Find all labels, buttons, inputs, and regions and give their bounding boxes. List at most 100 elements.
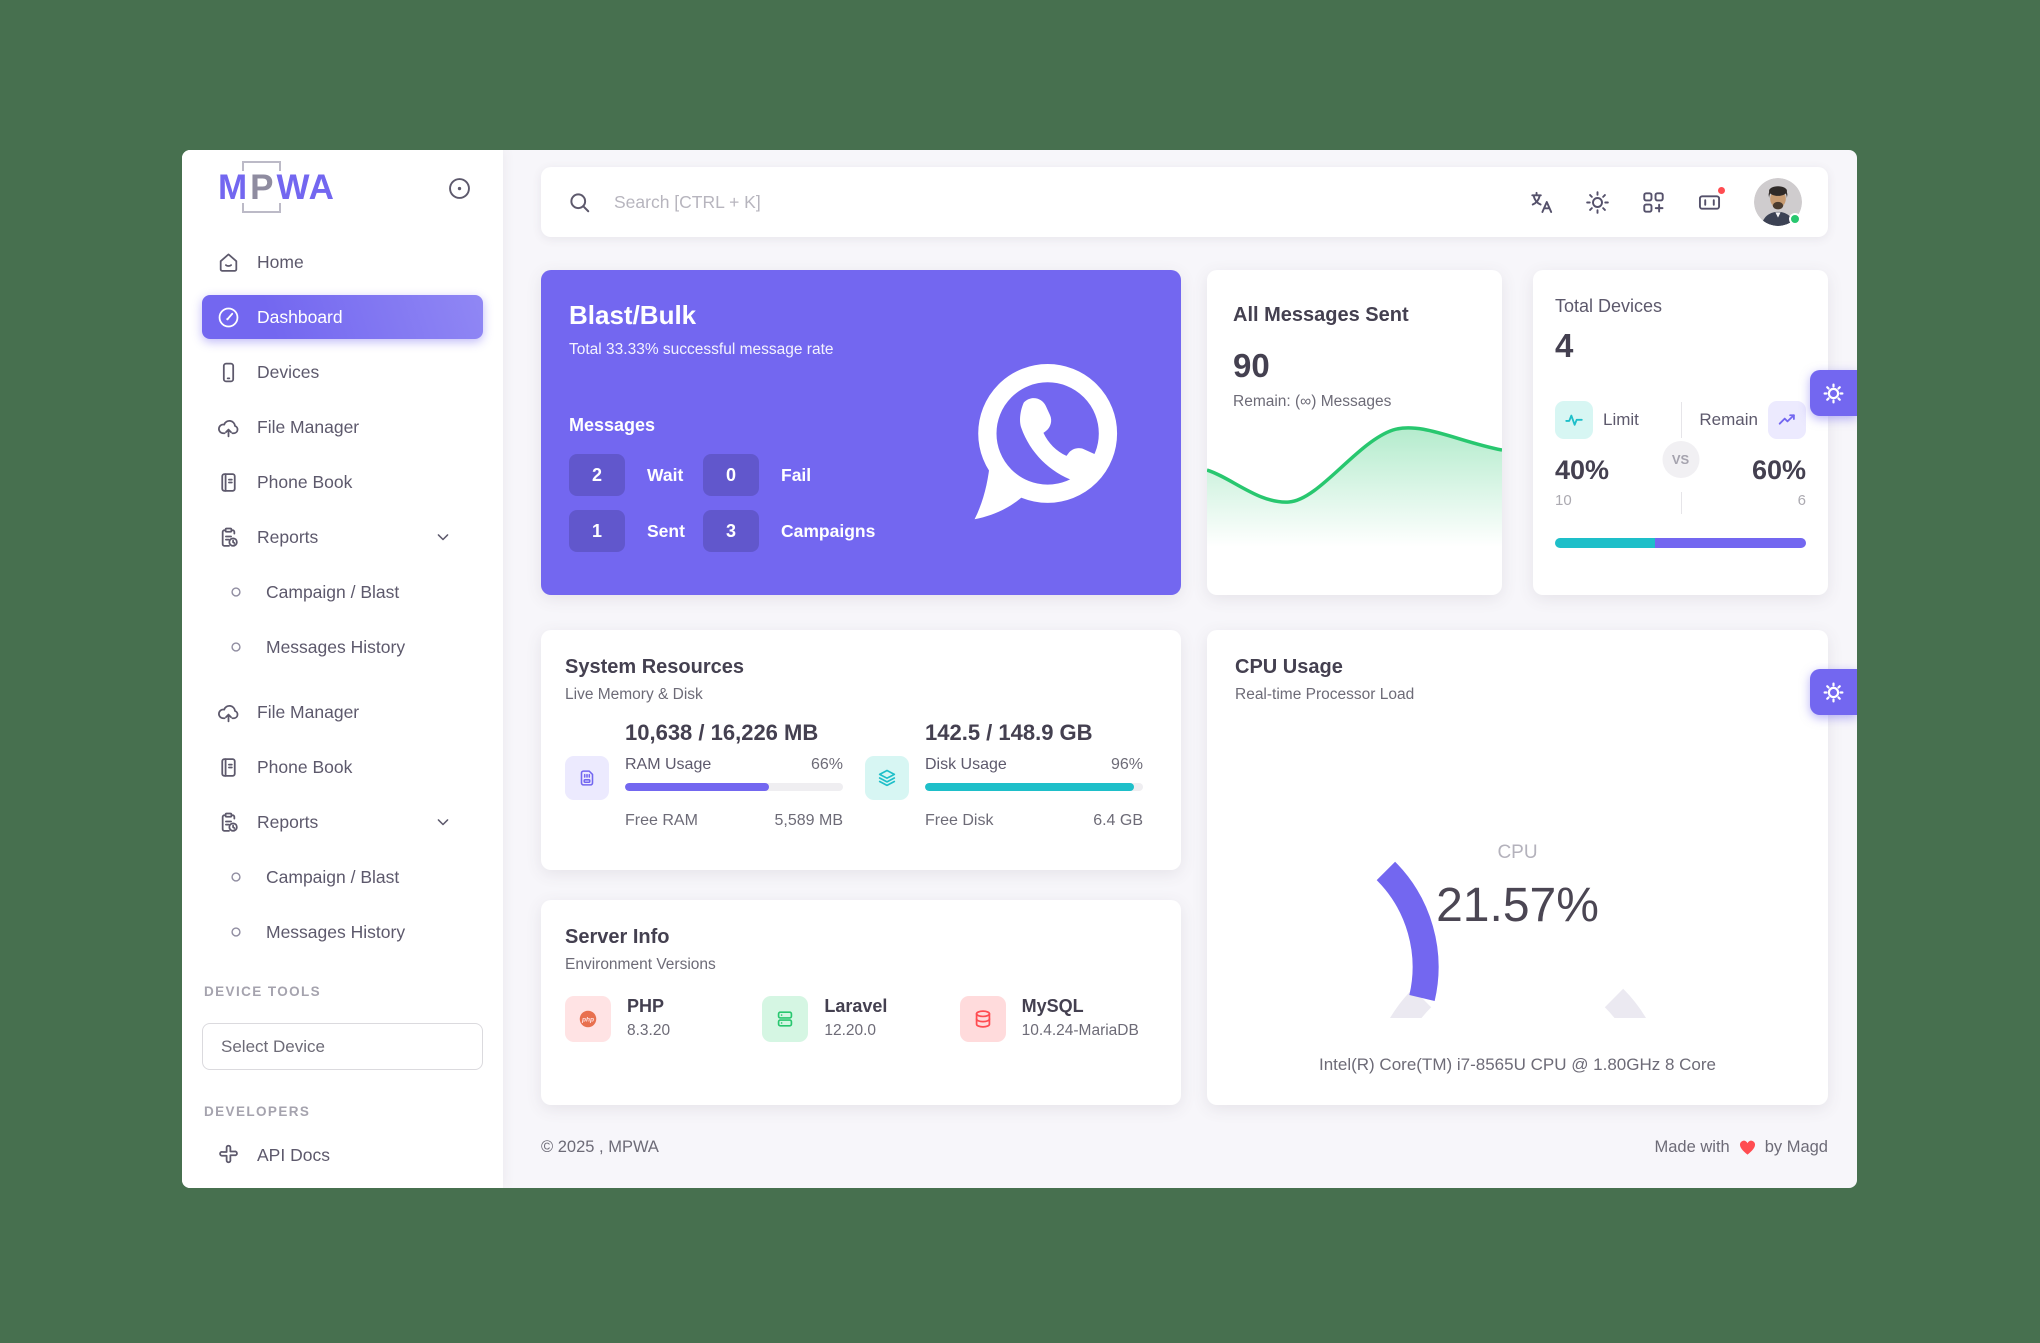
mysql-icon-box — [959, 996, 1006, 1042]
sidebar-item-reports[interactable]: Reports — [202, 515, 483, 559]
ram-value: 10,638 / 16,226 MB — [625, 720, 819, 745]
php-icon-box — [565, 996, 611, 1042]
cpu-subtitle: Real-time Processor Load — [1235, 686, 1415, 703]
sidebar-item-phone-book[interactable]: Phone Book — [202, 460, 483, 504]
api-docs-icon — [216, 1143, 241, 1168]
sidebar-toggle-icon[interactable] — [446, 175, 473, 202]
dashboard-icon — [216, 305, 241, 330]
notification-badge — [1716, 185, 1727, 196]
smartphone-icon — [216, 360, 241, 385]
total-devices-value: 4 — [1555, 327, 1574, 364]
settings-button-top[interactable] — [1810, 370, 1857, 416]
stat-sent-value: 1 — [569, 510, 625, 552]
sidebar-item-label: Phone Book — [257, 756, 353, 777]
search-icon[interactable] — [567, 190, 592, 215]
mysql-version: 10.4.24-MariaDB — [1021, 1022, 1139, 1040]
limit-percent: 40% — [1555, 455, 1610, 485]
all-messages-title: All Messages Sent — [1233, 304, 1409, 326]
sidebar-item-campaign-blast-2[interactable]: Campaign / Blast — [202, 855, 483, 899]
sidebar-item-label: Home — [257, 251, 304, 272]
limit-label: Limit — [1603, 410, 1639, 429]
laravel-name: Laravel — [824, 996, 888, 1017]
language-button[interactable] — [1524, 185, 1558, 219]
translate-icon — [1528, 189, 1555, 216]
made-with-text: Made with — [1654, 1138, 1730, 1156]
devices-progress-bar — [1555, 538, 1806, 548]
server-title: Server Info — [565, 926, 670, 948]
disk-column: 142.5 / 148.9 GB Disk Usage 96% Free Disk… — [865, 720, 1143, 830]
stat-fail-value: 0 — [703, 454, 759, 496]
sidebar-item-label: Messages History — [266, 921, 406, 942]
sidebar-item-label: Campaign / Blast — [266, 581, 400, 602]
copyright-text: © 2025 , MPWA — [541, 1138, 659, 1156]
server-icon — [774, 1008, 796, 1030]
theme-button[interactable] — [1580, 185, 1614, 219]
remain-icon-box — [1768, 401, 1806, 439]
user-avatar[interactable] — [1754, 178, 1802, 226]
all-messages-remain: Remain: (∞) Messages — [1233, 393, 1392, 410]
limit-icon-box — [1555, 401, 1593, 439]
system-title: System Resources — [565, 656, 744, 678]
database-icon — [972, 1008, 994, 1030]
shortcuts-button[interactable] — [1636, 185, 1670, 219]
remain-percent: 60% — [1751, 455, 1806, 485]
limit-segment — [1555, 538, 1656, 548]
sidebar-item-phone-book-2[interactable]: Phone Book — [202, 745, 483, 789]
divider — [1680, 402, 1682, 438]
total-devices-title: Total Devices — [1555, 296, 1663, 316]
gear-icon — [1822, 382, 1845, 405]
notifications-button[interactable] — [1692, 185, 1727, 219]
sidebar-item-label: Dashboard — [257, 306, 343, 327]
limit-count: 10 — [1555, 492, 1572, 509]
search-input[interactable] — [614, 191, 1114, 213]
sidebar-item-messages-history[interactable]: Messages History — [202, 625, 483, 669]
sidebar-item-devices[interactable]: Devices — [202, 350, 483, 394]
system-resources-card: System Resources Live Memory & Disk 10,6… — [541, 630, 1181, 870]
stat-sent-label: Sent — [647, 520, 685, 541]
sidebar-item-campaign-blast[interactable]: Campaign / Blast — [202, 570, 483, 614]
messages-wave-chart — [1207, 426, 1502, 560]
ram-icon-box — [565, 756, 609, 800]
select-device-dropdown[interactable]: Select Device — [202, 1023, 483, 1070]
sidebar-item-label: File Manager — [257, 416, 360, 437]
settings-button-bottom[interactable] — [1810, 669, 1857, 715]
blast-stats: 2 Wait 0 Fail 1 Sent 3 Campaigns — [569, 454, 899, 552]
remain-segment — [1655, 538, 1806, 548]
mysql-item: MySQL 10.4.24-MariaDB — [959, 996, 1157, 1042]
app-logo[interactable]: MPWA — [218, 168, 335, 208]
percent-row: 40% VS 60% — [1555, 441, 1806, 486]
sidebar-item-reports-2[interactable]: Reports — [202, 800, 483, 844]
sidebar-item-messages-history-2[interactable]: Messages History — [202, 910, 483, 954]
cpu-usage-card: CPU Usage Real-time Processor Load CPU 2… — [1207, 630, 1828, 1188]
made-by-text[interactable]: by Magd — [1764, 1138, 1828, 1156]
sidebar-item-label: Reports — [257, 526, 319, 547]
system-subtitle: Live Memory & Disk — [565, 686, 703, 703]
sidebar-item-file-manager[interactable]: File Manager — [202, 405, 483, 449]
select-device-label: Select Device — [221, 1036, 325, 1056]
php-item: PHP 8.3.20 — [565, 996, 762, 1042]
section-header-developers: DEVELOPERS — [204, 1104, 311, 1119]
cpu-gauge-label: CPU — [1497, 842, 1538, 863]
all-messages-value: 90 — [1233, 347, 1270, 384]
remain-label: Remain — [1699, 410, 1758, 429]
stat-wait: 2 Wait — [569, 454, 703, 496]
count-row: 10 6 — [1555, 492, 1806, 514]
heart-icon — [1738, 1138, 1757, 1157]
online-status-dot — [1789, 213, 1801, 225]
laravel-item: Laravel 12.20.0 — [762, 996, 959, 1042]
activity-icon — [1563, 409, 1585, 431]
vs-badge: VS — [1662, 441, 1699, 478]
sidebar-item-label: API Docs — [257, 1144, 330, 1165]
memory-icon — [576, 767, 598, 789]
avatar-image — [1754, 178, 1802, 226]
sidebar-item-dashboard[interactable]: Dashboard — [202, 295, 483, 339]
php-icon — [577, 1008, 599, 1030]
sun-icon — [1584, 189, 1611, 216]
sidebar: MPWA Home Dashboard Devices File Manager… — [182, 150, 503, 1188]
layers-icon — [876, 767, 898, 789]
sidebar-item-home[interactable]: Home — [202, 240, 483, 284]
sidebar-item-label: Reports — [257, 811, 319, 832]
sidebar-item-file-manager-2[interactable]: File Manager — [202, 690, 483, 734]
stat-campaigns: 3 Campaigns — [703, 510, 899, 552]
sidebar-item-api-docs[interactable]: API Docs — [202, 1133, 483, 1177]
